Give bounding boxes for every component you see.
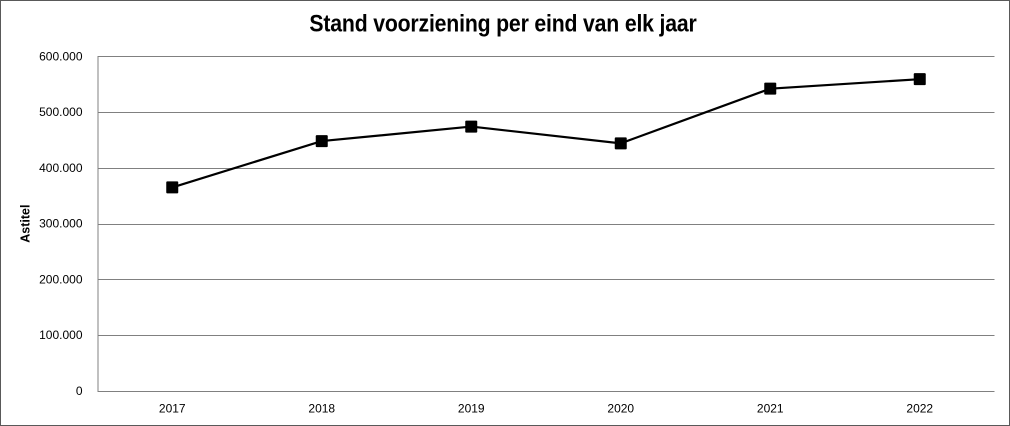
data-point-marker-2019 xyxy=(465,120,478,133)
data-point-marker-2021 xyxy=(764,82,777,95)
y-tick-label: 100.000 xyxy=(39,328,83,342)
x-tick-label: 2017 xyxy=(159,402,186,416)
y-tick-label: 500.000 xyxy=(39,105,83,119)
data-point-marker-2017 xyxy=(166,181,179,194)
data-point-marker-2020 xyxy=(614,137,627,150)
series-line xyxy=(171,78,920,189)
data-point-marker-2018 xyxy=(315,135,328,148)
y-axis-title: Astitel xyxy=(19,205,33,243)
y-tick-label: 300.000 xyxy=(39,217,83,231)
y-tick-label: 0 xyxy=(76,384,83,398)
y-tick-label: 400.000 xyxy=(39,161,83,175)
x-tick-label: 2019 xyxy=(458,402,485,416)
chart-title: Stand voorziening per eind van elk jaar xyxy=(309,9,697,37)
x-tick-label: 2021 xyxy=(757,402,784,416)
y-tick-label: 200.000 xyxy=(39,272,83,286)
x-tick-label: 2018 xyxy=(308,402,335,416)
x-tick-label: 2020 xyxy=(607,402,634,416)
y-tick-label: 600.000 xyxy=(39,49,83,63)
x-tick-label: 2022 xyxy=(906,402,933,416)
data-point-marker-2022 xyxy=(913,73,926,86)
